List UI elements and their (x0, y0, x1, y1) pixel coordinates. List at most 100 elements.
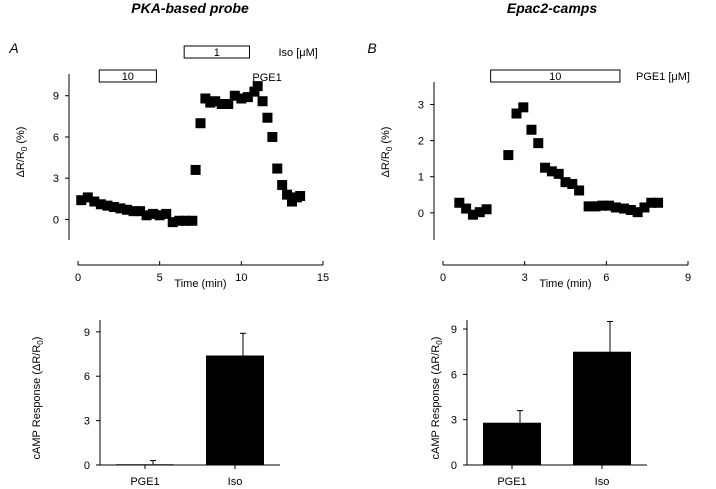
B-trace-x-tick-label: 9 (685, 272, 691, 284)
A-trace-data-point (154, 210, 165, 221)
B-trace-data-point (454, 197, 465, 208)
A-bar-y-tick-label: 6 (84, 371, 90, 383)
B-trace-data-point (604, 200, 615, 211)
A-trace-stimulus-bar (98, 69, 157, 83)
A-bar-y-tick-label: 0 (84, 460, 90, 472)
B-trace-y-tick-label: 0 (418, 208, 424, 220)
A-trace-data-point (122, 204, 132, 215)
A-trace-title: PKA-based probe (131, 0, 249, 16)
B-trace-stimulus-bar (490, 69, 621, 83)
A-trace-x-tick-label: 5 (157, 272, 163, 284)
A-trace-data-point (82, 192, 93, 203)
B-trace-data-point (632, 207, 643, 218)
A-trace-data-point (174, 215, 185, 226)
A-bar-chart: 0 3 6 9 PGE1 Iso cAMP Response (ΔR/R0) (31, 320, 280, 488)
A-trace-y-tick-label: 0 (53, 214, 59, 226)
A-trace-x-tick-label: 15 (317, 272, 329, 284)
A-trace-stimulus-caption: PGE1 (252, 72, 281, 84)
A-trace-data-point (262, 112, 273, 123)
B-trace-data-point (639, 202, 650, 213)
A-trace-data-point (95, 199, 106, 210)
A-trace-y-tick-label: 6 (53, 132, 59, 144)
A-trace-data-point (223, 98, 234, 109)
A-trace-stimulus-caption: Iso [μM] (279, 47, 318, 59)
B-trace-data-point (619, 203, 630, 214)
A-trace-data-point (236, 93, 247, 104)
A-bar-y-label: cAMP Response (ΔR/R0) (31, 337, 45, 460)
B-bar-y-tick-label: 3 (451, 415, 457, 427)
A-trace-data-point (141, 210, 152, 221)
A-trace-data-point (229, 90, 240, 101)
B-trace-data-point (553, 168, 564, 179)
A-trace-data-point (76, 195, 87, 206)
A-trace-data-point (249, 86, 260, 97)
B-trace-y-tick-label: 3 (418, 99, 424, 111)
B-trace-y-tick-label: 1 (418, 172, 424, 184)
B-trace-data-point (597, 200, 608, 211)
A-trace-data-point (195, 118, 206, 129)
B-trace-y-label: ΔR/R0 (%) (380, 127, 394, 178)
B-trace-data-point (526, 124, 537, 135)
B-trace-data-point (560, 177, 571, 188)
B-bar-category-label: Iso (595, 476, 610, 488)
B-bar-y-tick-label: 0 (451, 460, 457, 472)
B-trace-panel-label: B (367, 40, 376, 56)
A-trace-stimulus-bar (183, 45, 251, 59)
A-bar-y-tick-label: 3 (84, 416, 90, 428)
A-trace-data-point (242, 92, 253, 103)
A-trace-data-point (115, 203, 126, 214)
B-trace-data-point (481, 204, 492, 215)
A-trace-data-point (167, 217, 178, 228)
A-trace-y-tick-label: 9 (53, 91, 59, 103)
A-trace-data-point (161, 208, 172, 219)
B-trace-data-point (574, 185, 585, 196)
A-trace-data-point (89, 196, 100, 207)
B-trace-data-point (518, 102, 529, 113)
B-trace-data-point (625, 205, 636, 215)
A-bar-category-label: Iso (228, 476, 243, 488)
B-bar-bar (573, 351, 631, 465)
A-trace-data-point (295, 191, 306, 202)
B-trace-stimulus-dose: 10 (549, 71, 561, 83)
A-trace-chart: PKA-based probe A 0 3 6 9 0 5 10 15 Time (min) ΔR/R… (8, 0, 329, 290)
A-bar-category-label: PGE1 (130, 476, 159, 488)
B-trace-data-point (546, 166, 557, 177)
A-bar-bar (116, 464, 174, 466)
A-trace-stimulus-dose: 1 (214, 47, 220, 59)
A-trace-data-point (190, 164, 201, 175)
B-trace-data-point (533, 138, 544, 149)
B-trace-x-tick-label: 0 (440, 272, 446, 284)
B-trace-data-point (474, 207, 485, 218)
B-bar-y-tick-label: 9 (451, 324, 457, 336)
B-trace-x-label: Time (min) (539, 278, 591, 290)
A-trace-data-point (148, 208, 159, 219)
B-trace-stimulus-caption: PGE1 [μM] (636, 71, 690, 83)
B-trace-title: Epac2-camps (507, 0, 597, 16)
B-trace-data-point (461, 203, 472, 214)
A-trace-data-point (108, 202, 119, 213)
B-trace-data-point (567, 178, 578, 189)
A-trace-data-point (267, 131, 278, 142)
A-trace-data-point (282, 189, 293, 200)
B-trace-data-point (653, 197, 664, 208)
B-trace-data-point (503, 150, 514, 161)
A-trace-panel-label: A (8, 40, 18, 56)
A-trace-data-point (102, 200, 113, 211)
B-trace-data-point (646, 197, 657, 208)
B-trace-data-point (590, 201, 601, 212)
A-trace-data-point (210, 96, 221, 107)
A-trace-x-label: Time (min) (174, 278, 226, 290)
A-trace-data-point (272, 163, 283, 174)
A-trace-x-tick-label: 0 (75, 272, 81, 284)
A-trace-stimulus-dose: 10 (122, 71, 134, 83)
A-trace-y-label: ΔR/R0 (%) (15, 127, 29, 178)
B-bar-y-label: cAMP Response (ΔR/R0) (430, 337, 444, 460)
B-bar-bar (483, 422, 541, 465)
A-trace-data-point (257, 96, 268, 107)
A-trace-y-tick-label: 3 (53, 173, 59, 185)
A-trace-data-point (180, 215, 191, 226)
B-trace-y-tick-label: 2 (418, 136, 424, 148)
B-trace-x-tick-label: 6 (603, 272, 609, 284)
B-trace-data-point (610, 202, 621, 213)
